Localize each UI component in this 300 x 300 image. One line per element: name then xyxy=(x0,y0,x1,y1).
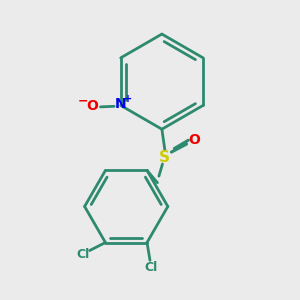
Text: Cl: Cl xyxy=(145,261,158,274)
Text: −: − xyxy=(77,94,88,107)
Text: Cl: Cl xyxy=(76,248,90,261)
Text: +: + xyxy=(124,94,132,104)
Text: O: O xyxy=(188,133,200,147)
Text: N: N xyxy=(115,97,127,111)
Text: S: S xyxy=(159,150,170,165)
Text: O: O xyxy=(86,99,98,113)
